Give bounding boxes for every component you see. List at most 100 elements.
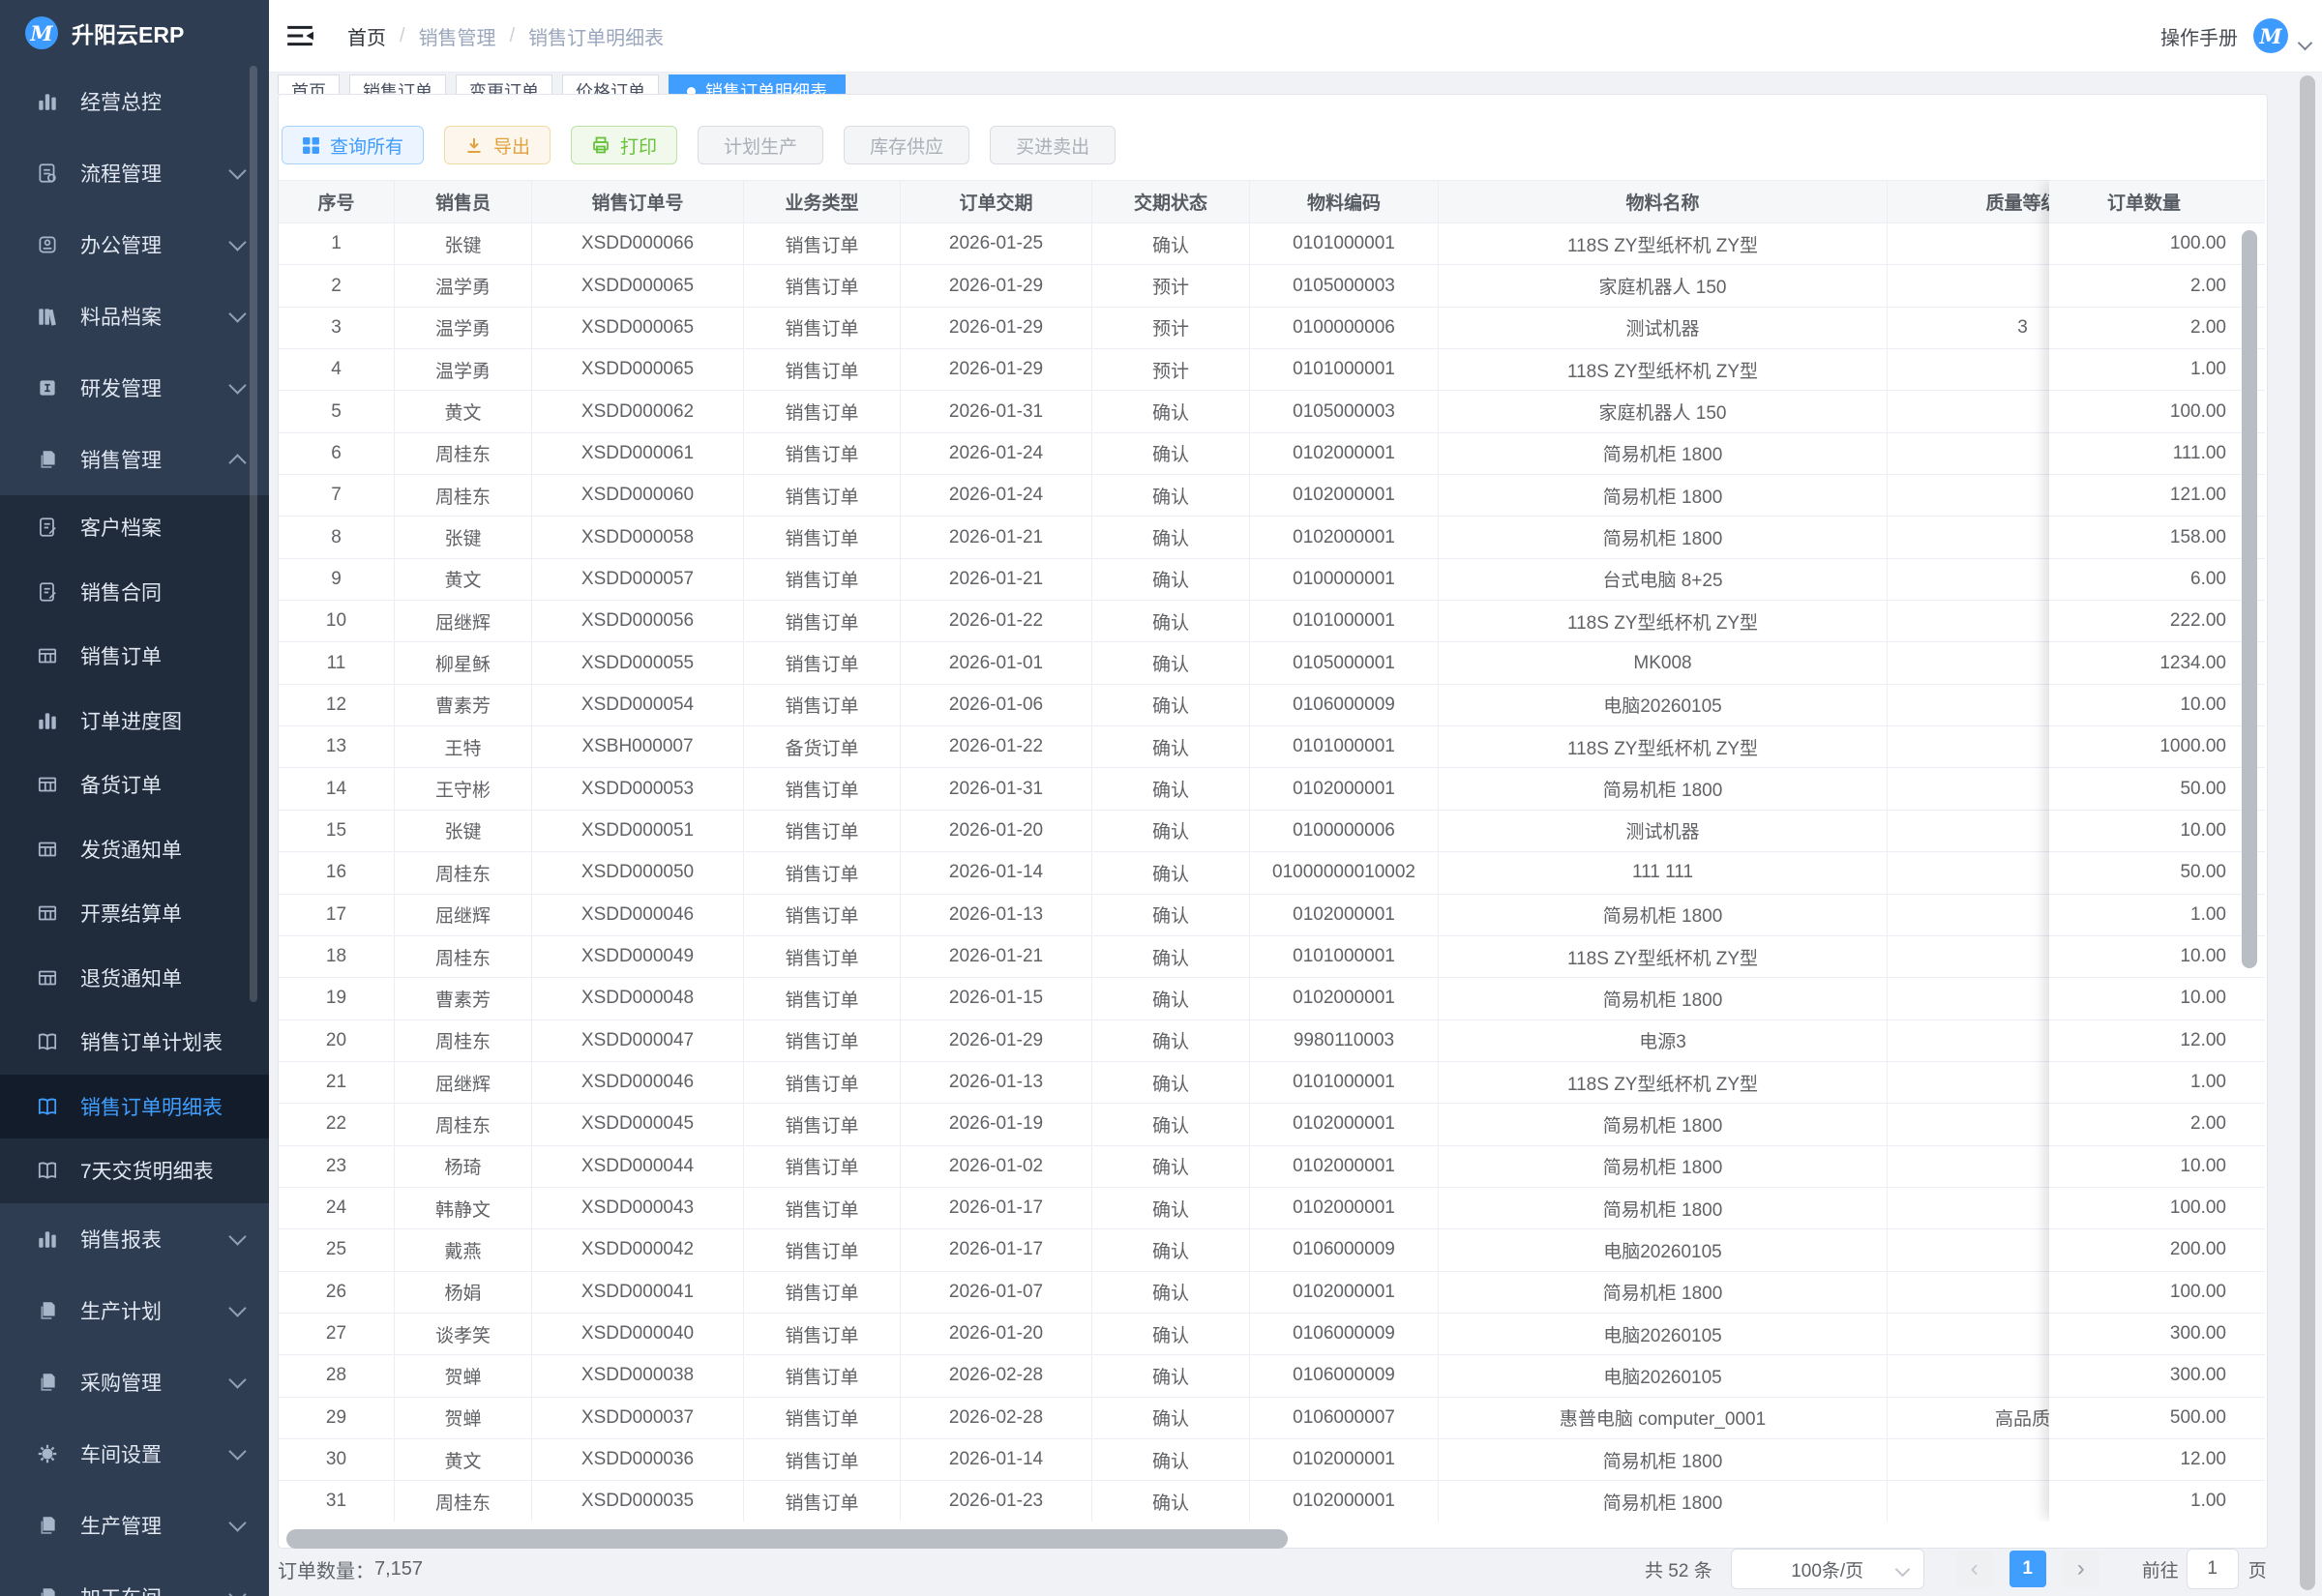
sidebar-item-material-archive[interactable]: 料品档案	[0, 281, 269, 352]
sidebar-item-sales-order[interactable]: 销售订单	[0, 624, 269, 689]
cell-index: 14	[279, 768, 395, 810]
user-avatar[interactable]: M	[2253, 18, 2288, 53]
table-horizontal-scrollbar[interactable]	[286, 1529, 1288, 1549]
sidebar-item-process-mgmt[interactable]: 流程管理	[0, 137, 269, 209]
table-row[interactable]: 2 温学勇 XSDD000065 销售订单 2026-01-29 预计 0105…	[279, 265, 2265, 308]
cell-due-date: 2026-01-17	[901, 1187, 1092, 1229]
export-button[interactable]: 导出	[444, 126, 551, 164]
table-row[interactable]: 19 曹素芳 XSDD000048 销售订单 2026-01-15 确认 010…	[279, 978, 2265, 1020]
table-row[interactable]: 6 周桂东 XSDD000061 销售订单 2026-01-24 确认 0102…	[279, 432, 2265, 476]
page-scrollbar[interactable]	[2300, 75, 2315, 1590]
sidebar-item-shipping-notice[interactable]: 发货通知单	[0, 816, 269, 881]
cell-material-code: 0102000001	[1250, 768, 1439, 810]
sidebar-item-business-dashboard[interactable]: 经营总控	[0, 66, 269, 137]
table-row[interactable]: 21 屈继辉 XSDD000046 销售订单 2026-01-13 确认 010…	[279, 1061, 2265, 1105]
chevron-down-icon[interactable]	[2297, 35, 2313, 50]
table-row[interactable]: 26 杨娟 XSDD000041 销售订单 2026-01-07 确认 0102…	[279, 1271, 2265, 1314]
cell-due-date: 2026-01-19	[901, 1104, 1092, 1145]
cell-due-date: 2026-01-23	[901, 1481, 1092, 1522]
table-row[interactable]: 11 柳星稣 XSDD000055 销售订单 2026-01-01 确认 010…	[279, 642, 2265, 685]
sidebar-item-order-progress-chart[interactable]: 订单进度图	[0, 688, 269, 753]
table-row[interactable]: 14 王守彬 XSDD000053 销售订单 2026-01-31 确认 010…	[279, 768, 2265, 811]
table-row[interactable]: 24 韩静文 XSDD000043 销售订单 2026-01-17 确认 010…	[279, 1187, 2265, 1230]
sidebar-item-production-mgmt[interactable]: 生产管理	[0, 1490, 269, 1561]
sidebar-item-stock-order[interactable]: 备货订单	[0, 753, 269, 817]
table-row[interactable]: 8 张键 XSDD000058 销售订单 2026-01-21 确认 01020…	[279, 517, 2265, 559]
sidebar-item-label: 客户档案	[80, 517, 162, 541]
cell-order-qty: 200.00	[2049, 1229, 2239, 1272]
content-card: 查询所有 导出 打印 计划生产 库存供应 买进卖出 序号 销售员 销售订单号 业…	[278, 94, 2268, 1549]
cell-order-no: XSDD000057	[532, 558, 744, 601]
cell-biz-type: 销售订单	[744, 1061, 901, 1104]
cell-due-status: 确认	[1092, 432, 1250, 475]
table-row[interactable]: 25 戴燕 XSDD000042 销售订单 2026-01-17 确认 0106…	[279, 1229, 2265, 1272]
collapse-sidebar-icon[interactable]	[285, 23, 314, 48]
sidebar-item-workshop-settings[interactable]: 车间设置	[0, 1418, 269, 1490]
cell-order-no: XSDD000062	[532, 391, 744, 432]
tab-sales-order[interactable]: 销售订单	[349, 74, 446, 94]
sidebar-item-sales-order-plan[interactable]: 销售订单计划表	[0, 1010, 269, 1075]
table-row[interactable]: 17 屈继辉 XSDD000046 销售订单 2026-01-13 确认 010…	[279, 894, 2265, 936]
table-row[interactable]: 29 贺蝉 XSDD000037 销售订单 2026-02-28 确认 0106…	[279, 1397, 2265, 1439]
sidebar-item-rnd-mgmt[interactable]: 研发管理	[0, 352, 269, 424]
breadcrumb-section[interactable]: 销售管理	[418, 27, 496, 49]
table-vertical-scrollbar[interactable]	[2242, 230, 2257, 968]
cell-index: 23	[279, 1145, 395, 1187]
sidebar-item-sales-report[interactable]: 销售报表	[0, 1203, 269, 1275]
goto-page-input[interactable]	[2186, 1549, 2239, 1589]
table-row[interactable]: 22 周桂东 XSDD000045 销售订单 2026-01-19 确认 010…	[279, 1104, 2265, 1146]
table-row[interactable]: 18 周桂东 XSDD000049 销售订单 2026-01-21 确认 010…	[279, 935, 2265, 979]
table-row[interactable]: 1 张键 XSDD000066 销售订单 2026-01-25 确认 01010…	[279, 223, 2265, 266]
sidebar-item-label: 销售订单计划表	[80, 1032, 223, 1055]
table-row[interactable]: 13 王特 XSBH000007 备货订单 2026-01-22 确认 0101…	[279, 726, 2265, 769]
plan-production-button[interactable]: 计划生产	[698, 126, 824, 164]
inventory-supply-button[interactable]: 库存供应	[844, 126, 970, 164]
buy-sell-button[interactable]: 买进卖出	[990, 126, 1116, 164]
next-page-button[interactable]: ›	[2062, 1551, 2099, 1587]
table-row[interactable]: 7 周桂东 XSDD000060 销售订单 2026-01-24 确认 0102…	[279, 475, 2265, 517]
table-row[interactable]: 30 黄文 XSDD000036 销售订单 2026-01-14 确认 0102…	[279, 1438, 2265, 1482]
sidebar-item-production-plan[interactable]: 生产计划	[0, 1275, 269, 1346]
sidebar-item-sales-contract[interactable]: 销售合同	[0, 559, 269, 624]
table-row[interactable]: 15 张键 XSDD000051 销售订单 2026-01-20 确认 0100…	[279, 810, 2265, 853]
print-button[interactable]: 打印	[571, 126, 678, 164]
current-page-button[interactable]: 1	[2009, 1551, 2046, 1587]
table-row[interactable]: 5 黄文 XSDD000062 销售订单 2026-01-31 确认 01050…	[279, 391, 2265, 433]
table-row[interactable]: 27 谈孝笑 XSDD000040 销售订单 2026-01-20 确认 010…	[279, 1313, 2265, 1356]
table-row[interactable]: 4 温学勇 XSDD000065 销售订单 2026-01-29 预计 0101…	[279, 349, 2265, 392]
sidebar-item-purchase-mgmt[interactable]: 采购管理	[0, 1346, 269, 1418]
table-row[interactable]: 9 黄文 XSDD000057 销售订单 2026-01-21 确认 01000…	[279, 558, 2265, 602]
table-row[interactable]: 31 周桂东 XSDD000035 销售订单 2026-01-23 确认 010…	[279, 1481, 2265, 1522]
tab-sales-order-detail[interactable]: 销售订单明细表	[669, 74, 846, 94]
breadcrumb-home[interactable]: 首页	[347, 27, 386, 49]
tab-change-order[interactable]: 变更订单	[456, 74, 552, 94]
sidebar-item-office-mgmt[interactable]: 办公管理	[0, 209, 269, 281]
sidebar-item-sales-mgmt[interactable]: 销售管理	[0, 424, 269, 495]
prev-page-button[interactable]: ‹	[1955, 1551, 1993, 1587]
table-body: 1 张键 XSDD000066 销售订单 2026-01-25 确认 01010…	[279, 223, 2265, 1522]
table-row[interactable]: 28 贺蝉 XSDD000038 销售订单 2026-02-28 确认 0106…	[279, 1355, 2265, 1398]
manual-link[interactable]: 操作手册	[2160, 27, 2238, 49]
table-row[interactable]: 10 屈继辉 XSDD000056 销售订单 2026-01-22 确认 010…	[279, 601, 2265, 643]
sidebar-item-7day-delivery-detail[interactable]: 7天交货明细表	[0, 1138, 269, 1203]
table-row[interactable]: 23 杨琦 XSDD000044 销售订单 2026-01-02 确认 0102…	[279, 1145, 2265, 1188]
cell-biz-type: 销售订单	[744, 1313, 901, 1355]
query-all-button[interactable]: 查询所有	[282, 126, 425, 164]
cell-index: 9	[279, 558, 395, 601]
sidebar-scrollbar[interactable]	[250, 66, 257, 1002]
table-row[interactable]: 20 周桂东 XSDD000047 销售订单 2026-01-29 确认 998…	[279, 1020, 2265, 1062]
cell-order-no: XSDD000049	[532, 935, 744, 978]
sidebar-item-processing-workshop[interactable]: 加工车间	[0, 1561, 269, 1596]
page-size-select[interactable]: 100条/页	[1730, 1549, 1924, 1589]
tab-home[interactable]: 首页	[278, 74, 340, 94]
sidebar-item-invoice-settlement[interactable]: 开票结算单	[0, 881, 269, 946]
sidebar-item-return-notice[interactable]: 退货通知单	[0, 945, 269, 1010]
cell-material-name: 电源3	[1439, 1020, 1888, 1061]
cell-material-name: 测试机器	[1439, 307, 1888, 349]
table-row[interactable]: 16 周桂东 XSDD000050 销售订单 2026-01-14 确认 010…	[279, 852, 2265, 895]
table-row[interactable]: 3 温学勇 XSDD000065 销售订单 2026-01-29 预计 0100…	[279, 307, 2265, 350]
tab-price-order[interactable]: 价格订单	[562, 74, 659, 94]
sidebar-item-customer-archive[interactable]: 客户档案	[0, 495, 269, 560]
table-row[interactable]: 12 曹素芳 XSDD000054 销售订单 2026-01-06 确认 010…	[279, 684, 2265, 727]
sidebar-item-sales-order-detail[interactable]: 销售订单明细表	[0, 1074, 269, 1138]
